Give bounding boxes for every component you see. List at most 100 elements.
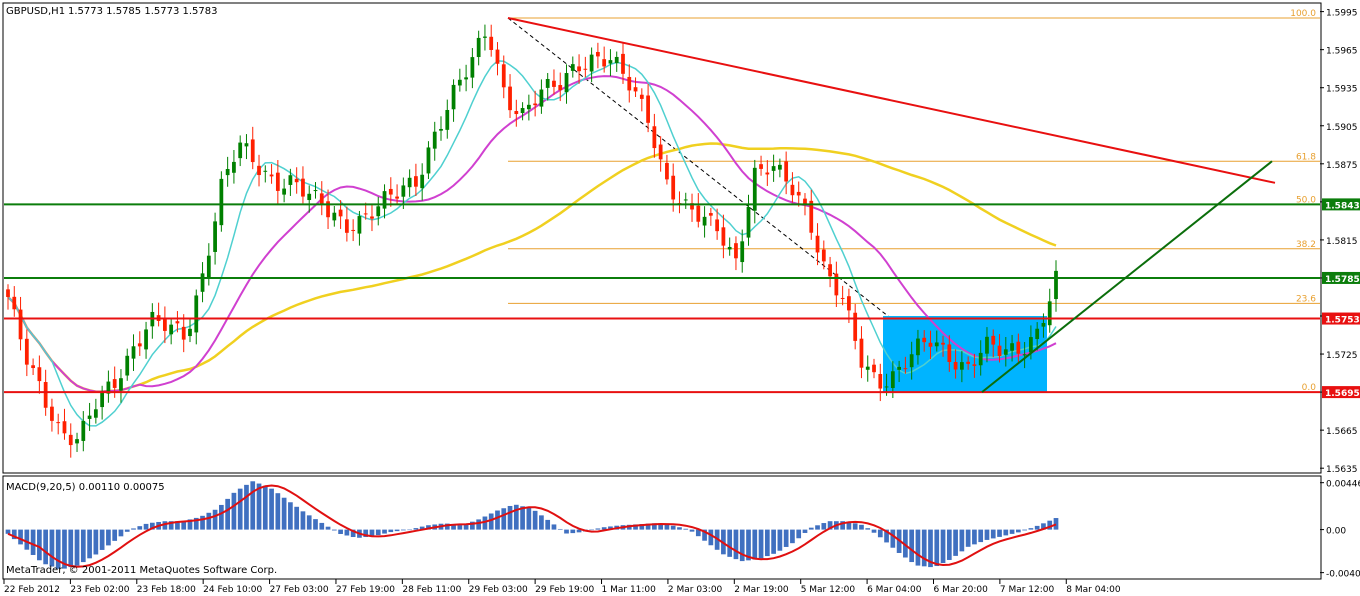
macd-histogram-bar xyxy=(112,529,118,541)
candle-body xyxy=(181,326,186,340)
candle-body xyxy=(840,297,845,299)
candle-body xyxy=(809,200,814,233)
macd-histogram-bar xyxy=(87,529,92,559)
macd-histogram-bar xyxy=(764,529,770,557)
candle-body xyxy=(985,336,989,354)
candle-body xyxy=(56,422,61,424)
candle-body xyxy=(194,295,199,333)
candle-body xyxy=(376,206,381,217)
candle-body xyxy=(464,77,468,80)
candle-body xyxy=(777,164,782,170)
price-level-tag xyxy=(1322,386,1360,399)
candle-body xyxy=(890,371,895,389)
candle-body xyxy=(175,321,180,324)
candle-body xyxy=(708,213,713,216)
macd-histogram-bar xyxy=(1041,523,1046,530)
trendlines[interactable] xyxy=(507,16,1276,393)
candle-body xyxy=(68,434,73,446)
candle-body xyxy=(959,362,964,370)
macd-histogram-bar xyxy=(369,529,375,537)
candle-body xyxy=(815,235,820,253)
price-tick-label: 1.5965 xyxy=(1326,47,1358,57)
macd-histogram-bar xyxy=(350,529,356,538)
macd-histogram-bar xyxy=(394,529,400,532)
candle-body xyxy=(621,53,625,74)
candle-body xyxy=(683,199,688,201)
candle-body xyxy=(658,144,663,160)
candle-body xyxy=(834,273,839,296)
macd-histogram-bar xyxy=(915,529,921,566)
candle-body xyxy=(953,361,958,370)
candle-body xyxy=(539,89,544,107)
candle-body xyxy=(583,68,588,70)
macd-histogram-bar xyxy=(187,519,193,530)
macd-histogram-bar xyxy=(758,529,764,559)
candle-body xyxy=(1022,354,1027,356)
candle-body xyxy=(87,415,92,419)
macd-histogram-bar xyxy=(74,529,80,566)
macd-histogram-bar xyxy=(1022,529,1027,531)
candle-body xyxy=(884,386,889,388)
macd-histogram-bar xyxy=(5,529,11,534)
macd-histogram-bar xyxy=(689,529,695,532)
macd-histogram-bar xyxy=(865,528,871,530)
macd-histogram-bar xyxy=(30,529,36,555)
candle-body xyxy=(6,289,10,297)
macd-histogram-bar xyxy=(783,529,789,547)
candle-body xyxy=(1010,343,1014,351)
candle-body xyxy=(319,193,324,205)
time-tick-label: 27 Feb 19:00 xyxy=(336,585,395,595)
fib-level-label: 100.0 xyxy=(1290,9,1316,19)
candle-body xyxy=(727,246,732,250)
macd-histogram-bar xyxy=(225,498,230,530)
candle-body xyxy=(50,406,54,421)
macd-histogram-bar xyxy=(796,529,802,539)
candle-body xyxy=(163,317,167,331)
macd-histogram-bar xyxy=(702,529,707,541)
support-trendline xyxy=(981,160,1273,393)
horizontal-levels[interactable]: 1.5843 1.5785 1.5753 1.5695 xyxy=(4,198,1360,399)
macd-histogram-bar xyxy=(149,522,155,530)
candle-body xyxy=(702,216,707,226)
macd-histogram-bar xyxy=(513,504,519,530)
macd-histogram-bar xyxy=(601,527,607,530)
macd-histogram-bar xyxy=(589,529,594,531)
candle-body xyxy=(696,205,701,222)
candle-body xyxy=(966,361,971,364)
candle-body xyxy=(639,94,644,99)
macd-histogram-bar xyxy=(419,526,425,530)
candle-body xyxy=(219,178,224,226)
price-tick-label: 1.5905 xyxy=(1326,123,1358,133)
macd-histogram-bar xyxy=(306,515,312,530)
macd-histogram-bar xyxy=(413,528,419,530)
macd-histogram-bar xyxy=(664,524,670,530)
macd-histogram-bar xyxy=(658,524,663,530)
macd-histogram-bar xyxy=(24,529,30,550)
macd-histogram-bar xyxy=(884,529,889,543)
candle-body xyxy=(382,191,387,209)
macd-histogram-bar xyxy=(269,488,274,530)
macd-histogram-bar xyxy=(965,529,971,547)
candle-body xyxy=(671,175,676,200)
price-level-label: 1.5785 xyxy=(1325,275,1360,285)
candle-body xyxy=(652,126,657,149)
candle-body xyxy=(1016,341,1021,354)
macd-histogram-bar xyxy=(652,523,657,530)
candle-body xyxy=(897,366,901,370)
candle-body xyxy=(326,201,330,218)
macd-histogram-bar xyxy=(212,509,218,530)
time-tick-label: 2 Mar 03:00 xyxy=(668,585,723,595)
macd-histogram-bar xyxy=(281,497,287,530)
candle-body xyxy=(332,212,337,221)
macd-histogram-bar xyxy=(37,529,42,561)
macd-histogram-bar xyxy=(928,529,933,568)
candle-body xyxy=(909,354,914,368)
macd-histogram-bar xyxy=(476,519,482,530)
macd-histogram-bar xyxy=(639,524,645,530)
candle-body xyxy=(633,87,638,92)
macd-histogram-bar xyxy=(451,524,456,530)
macd-histogram-bar xyxy=(43,529,49,565)
candle-body xyxy=(922,337,927,343)
macd-histogram-bar xyxy=(953,529,958,556)
